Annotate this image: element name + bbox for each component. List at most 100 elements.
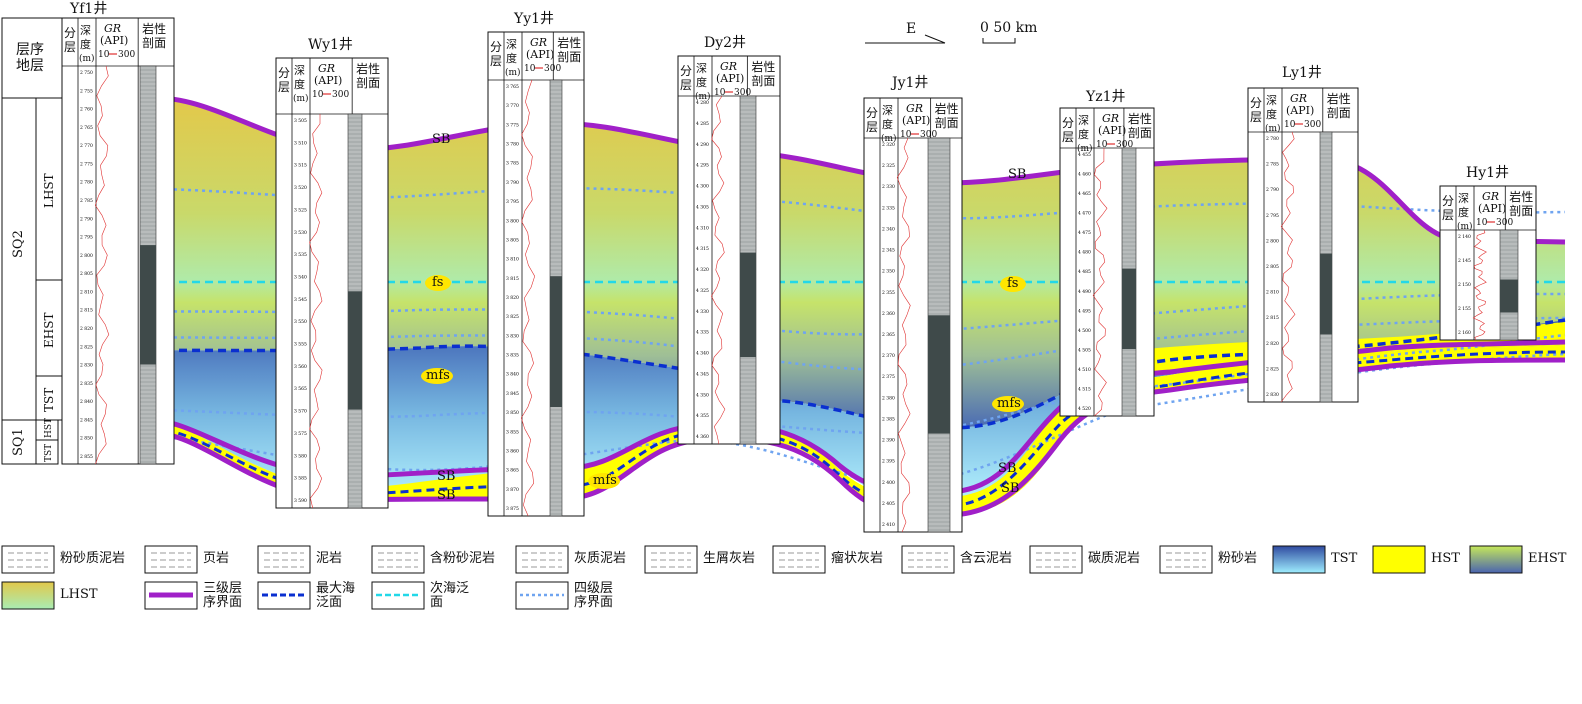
depth-tick: 4 320 xyxy=(696,267,709,273)
legend-swatch xyxy=(144,545,198,574)
depth-tick: 4 305 xyxy=(696,204,709,210)
strat-hst-small: HST xyxy=(44,417,54,438)
legend-label: 含粉砂泥岩 xyxy=(430,551,496,566)
header-gr: GR xyxy=(720,60,738,73)
depth-tick: 2 855 xyxy=(80,454,93,460)
header-layer: 分层 xyxy=(64,26,77,54)
legend-label: 页岩 xyxy=(203,551,230,566)
lithology-dark-shale xyxy=(1320,253,1332,335)
depth-tick: 2 780 xyxy=(80,180,93,186)
header-depth: 深度 xyxy=(1266,94,1277,121)
legend-swatch xyxy=(901,545,955,574)
header-range-hi: 300 xyxy=(544,64,562,74)
lithology-dark-shale xyxy=(1500,279,1518,313)
strat-title-cell xyxy=(1,17,63,99)
header-depth-unit: (m) xyxy=(1265,124,1281,134)
header-api: (API) xyxy=(100,34,129,47)
header-lithology: 岩性剖面 xyxy=(1509,190,1534,218)
strat-sq2: SQ2 xyxy=(11,230,26,258)
depth-tick: 2 325 xyxy=(882,163,895,169)
gr-curve xyxy=(711,95,726,445)
depth-tick: 3 825 xyxy=(506,314,519,320)
depth-tick: 2 785 xyxy=(80,198,93,204)
strat-tst-small: TST xyxy=(44,443,54,462)
depth-tick: 3 830 xyxy=(506,333,519,339)
depth-tick: 3 555 xyxy=(294,342,307,348)
depth-tick: 2 340 xyxy=(882,226,895,232)
legend-swatch xyxy=(772,545,826,574)
header-range-lo: 10 xyxy=(1284,120,1296,130)
well-8: 2 140 2 145 2 150 2 155 2 160 xyxy=(1439,185,1537,341)
depth-tick: 2 335 xyxy=(882,205,895,211)
depth-tick: 4 495 xyxy=(1078,308,1091,314)
legend-swatch xyxy=(1372,545,1426,574)
depth-tick: 2 830 xyxy=(1266,392,1279,398)
depth-tick: 2 825 xyxy=(1266,366,1279,372)
well-1: 2 750 2 755 2 760 2 765 2 770 2 775 2 780 2 785… xyxy=(61,17,175,465)
legend-label: LHST xyxy=(60,587,98,602)
fs-label: fs xyxy=(432,275,444,290)
header-depth-unit: (m) xyxy=(1077,144,1093,154)
strat-ehst: EHST xyxy=(42,312,56,348)
depth-tick: 2 795 xyxy=(1266,213,1279,219)
header-layer: 分层 xyxy=(1062,116,1075,144)
depth-tick: 3 565 xyxy=(294,386,307,392)
legend-label: 粉砂质泥岩 xyxy=(60,551,126,566)
depth-tick: 4 335 xyxy=(696,330,709,336)
depth-tick: 2 815 xyxy=(1266,315,1279,321)
depth-tick: 4 295 xyxy=(696,163,709,169)
surface-labels xyxy=(421,275,1026,489)
well-3: 3 765 3 770 3 775 3 780 3 785 3 790 3 795 3 800… xyxy=(487,31,585,517)
header-lithology: 岩性剖面 xyxy=(751,60,776,88)
header-range-lo: 10 xyxy=(524,64,536,74)
legend-label: 粉砂岩 xyxy=(1218,551,1258,566)
fs-label-bg xyxy=(425,275,451,291)
depth-tick: 2 155 xyxy=(1458,306,1471,312)
depth-tick: 2 795 xyxy=(80,235,93,241)
depth-tick: 2 765 xyxy=(80,125,93,131)
depth-tick: 4 315 xyxy=(696,246,709,252)
header-range-lo: 10 xyxy=(900,130,912,140)
scale-label: 0 50 km xyxy=(980,20,1038,36)
depth-tick: 3 790 xyxy=(506,180,519,186)
depth-tick: 3 780 xyxy=(506,142,519,148)
sb-label: SB xyxy=(437,469,456,484)
depth-tick: 2 395 xyxy=(882,459,895,465)
depth-tick: 2 355 xyxy=(882,290,895,296)
compass-arrow xyxy=(924,34,946,44)
depth-tick: 2 375 xyxy=(882,374,895,380)
header-depth: 深度 xyxy=(1458,192,1469,219)
depth-tick: 4 505 xyxy=(1078,347,1091,353)
depth-tick: 2 835 xyxy=(80,381,93,387)
depth-tick: 3 520 xyxy=(294,185,307,191)
depth-tick: 2 805 xyxy=(1266,264,1279,270)
header-range-lo: 10 xyxy=(312,90,324,100)
depth-tick: 2 800 xyxy=(1266,238,1279,244)
legend-swatch xyxy=(644,545,698,574)
header-depth-unit: (m) xyxy=(293,94,309,104)
gr-curve xyxy=(1280,131,1296,403)
depth-tick: 4 280 xyxy=(696,100,709,106)
header-depth-unit: (m) xyxy=(505,68,521,78)
depth-tick: 4 480 xyxy=(1078,250,1091,256)
depth-tick: 4 325 xyxy=(696,288,709,294)
legend-swatch xyxy=(1,581,55,610)
depth-tick: 3 580 xyxy=(294,453,307,459)
fs-label: fs xyxy=(1007,276,1019,291)
header-gr: GR xyxy=(1482,190,1500,203)
gr-curve xyxy=(1472,229,1487,341)
header-depth: 深度 xyxy=(294,64,305,91)
depth-tick: 4 515 xyxy=(1078,386,1091,392)
sb-label: SB xyxy=(432,132,451,147)
gr-curve xyxy=(896,137,911,533)
depth-tick: 2 360 xyxy=(882,311,895,317)
header-depth: 深度 xyxy=(1078,114,1089,141)
header-gr: GR xyxy=(318,62,336,75)
header-range-lo: 10 xyxy=(1476,218,1488,228)
depth-tick: 2 850 xyxy=(80,436,93,442)
legend-swatch xyxy=(371,545,425,574)
header-range-hi: 300 xyxy=(734,88,752,98)
mfs-label-bg-2 xyxy=(992,396,1024,412)
header-gr: GR xyxy=(1290,92,1308,105)
lithology-dark-shale xyxy=(928,315,950,434)
